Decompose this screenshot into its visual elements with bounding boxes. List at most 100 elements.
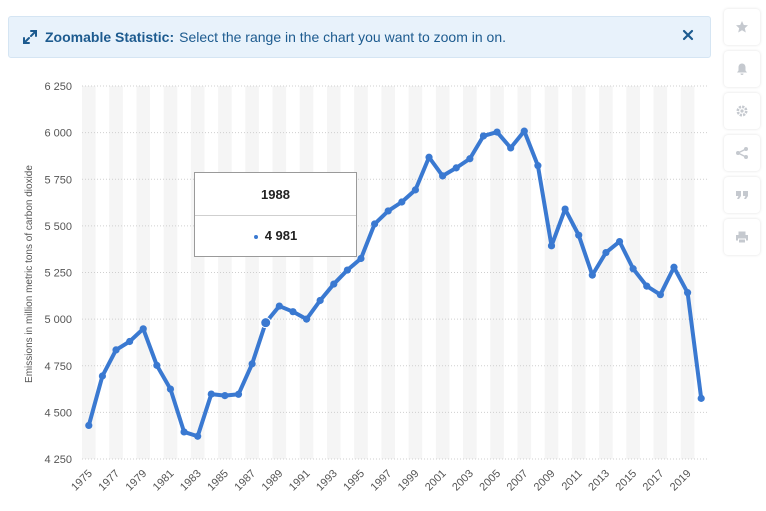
data-point[interactable]	[466, 155, 474, 163]
x-tick-label: 2005	[477, 468, 503, 494]
notification-bell-icon	[737, 63, 747, 75]
data-point[interactable]	[234, 390, 243, 398]
x-tick-label: 1979	[124, 468, 150, 494]
data-point[interactable]	[507, 144, 515, 152]
y-tick-label: 4 250	[44, 454, 72, 466]
quote-icon	[736, 191, 748, 199]
x-tick-label: 1991	[287, 468, 313, 494]
x-tick-label: 2009	[532, 468, 558, 494]
data-point[interactable]	[452, 164, 460, 172]
data-point[interactable]	[656, 291, 664, 299]
close-icon[interactable]	[680, 27, 696, 43]
sidebar-toolbar	[724, 9, 760, 255]
data-point[interactable]	[643, 282, 651, 290]
share-button[interactable]	[724, 135, 760, 171]
data-point[interactable]	[248, 360, 256, 368]
data-point[interactable]	[575, 231, 583, 239]
x-tick-label: 1989	[260, 468, 286, 494]
data-point[interactable]	[588, 271, 596, 279]
data-point[interactable]	[180, 428, 188, 436]
data-point[interactable]	[411, 186, 420, 194]
background-band	[626, 86, 640, 459]
tooltip-year: 1988	[195, 173, 356, 216]
data-point[interactable]	[194, 432, 202, 440]
data-point[interactable]	[370, 220, 379, 228]
data-point[interactable]	[260, 317, 272, 329]
data-point[interactable]	[534, 162, 542, 170]
data-point[interactable]	[302, 315, 311, 323]
y-tick-label: 5 000	[44, 314, 72, 326]
data-point[interactable]	[520, 127, 528, 135]
data-point[interactable]	[289, 308, 297, 316]
data-point[interactable]	[98, 372, 107, 380]
banner-title: Zoomable Statistic:	[45, 29, 175, 45]
y-tick-label: 5 750	[44, 174, 72, 186]
x-tick-label: 1983	[178, 468, 204, 494]
data-point[interactable]	[384, 207, 392, 215]
x-tick-label: 2001	[423, 468, 449, 494]
data-point[interactable]	[357, 254, 365, 263]
share-icon	[736, 147, 748, 159]
zoomable-statistic-banner: Zoomable Statistic: Select the range in …	[8, 16, 711, 58]
data-point[interactable]	[683, 289, 692, 297]
data-point[interactable]	[126, 337, 134, 346]
data-point[interactable]	[330, 280, 338, 288]
data-point[interactable]	[153, 361, 161, 369]
data-point[interactable]	[602, 248, 610, 257]
settings-button[interactable]	[724, 93, 760, 129]
x-tick-label: 2011	[560, 468, 585, 493]
background-band	[490, 86, 504, 459]
x-tick-label: 1995	[341, 468, 367, 494]
data-point[interactable]	[85, 421, 93, 430]
cite-button[interactable]	[724, 177, 760, 213]
background-band	[599, 86, 613, 459]
data-point[interactable]	[275, 302, 283, 310]
print-icon	[736, 231, 748, 243]
data-point[interactable]	[139, 325, 147, 333]
data-point[interactable]	[425, 153, 433, 161]
data-point[interactable]	[207, 390, 215, 398]
data-point[interactable]	[221, 391, 229, 400]
data-point[interactable]	[112, 346, 120, 354]
x-tick-label: 1993	[314, 468, 340, 494]
data-point[interactable]	[439, 172, 447, 180]
print-button[interactable]	[724, 219, 760, 255]
data-point[interactable]	[493, 128, 501, 136]
x-tick-label: 2007	[505, 468, 531, 494]
data-point[interactable]	[166, 385, 175, 393]
favorite-button[interactable]	[724, 9, 760, 45]
data-point[interactable]	[561, 205, 569, 213]
y-axis-label: Emissions in million metric tons of carb…	[24, 165, 35, 383]
tooltip-value-row: 4 981	[195, 216, 356, 256]
background-band	[109, 86, 123, 459]
background-band	[544, 86, 559, 459]
notification-button[interactable]	[724, 51, 760, 87]
y-tick-label: 4 500	[44, 407, 72, 419]
x-tick-label: 1987	[232, 468, 258, 494]
data-point[interactable]	[547, 242, 556, 250]
background-band	[653, 86, 668, 459]
data-point[interactable]	[615, 237, 624, 246]
data-point[interactable]	[629, 265, 637, 273]
data-point[interactable]	[670, 263, 678, 271]
y-tick-label: 6 250	[44, 81, 72, 93]
data-point[interactable]	[316, 296, 324, 305]
x-tick-label: 1985	[205, 468, 231, 494]
y-tick-label: 4 750	[44, 361, 72, 373]
tooltip-value: 4 981	[264, 228, 298, 243]
y-tick-label: 6 000	[44, 128, 72, 140]
background-band	[354, 86, 368, 459]
x-tick-label: 2003	[450, 468, 476, 494]
data-point[interactable]	[697, 394, 705, 402]
settings-gear-icon	[736, 105, 748, 117]
data-point[interactable]	[398, 198, 406, 206]
banner-message: Select the range in the chart you want t…	[179, 29, 507, 45]
series-line	[86, 129, 704, 439]
x-tick-label: 1981	[151, 468, 177, 494]
data-point[interactable]	[479, 132, 488, 140]
data-point[interactable]	[343, 266, 351, 274]
x-tick-label: 2013	[586, 468, 612, 494]
background-band	[163, 86, 178, 459]
x-tick-label: 1977	[96, 468, 122, 494]
